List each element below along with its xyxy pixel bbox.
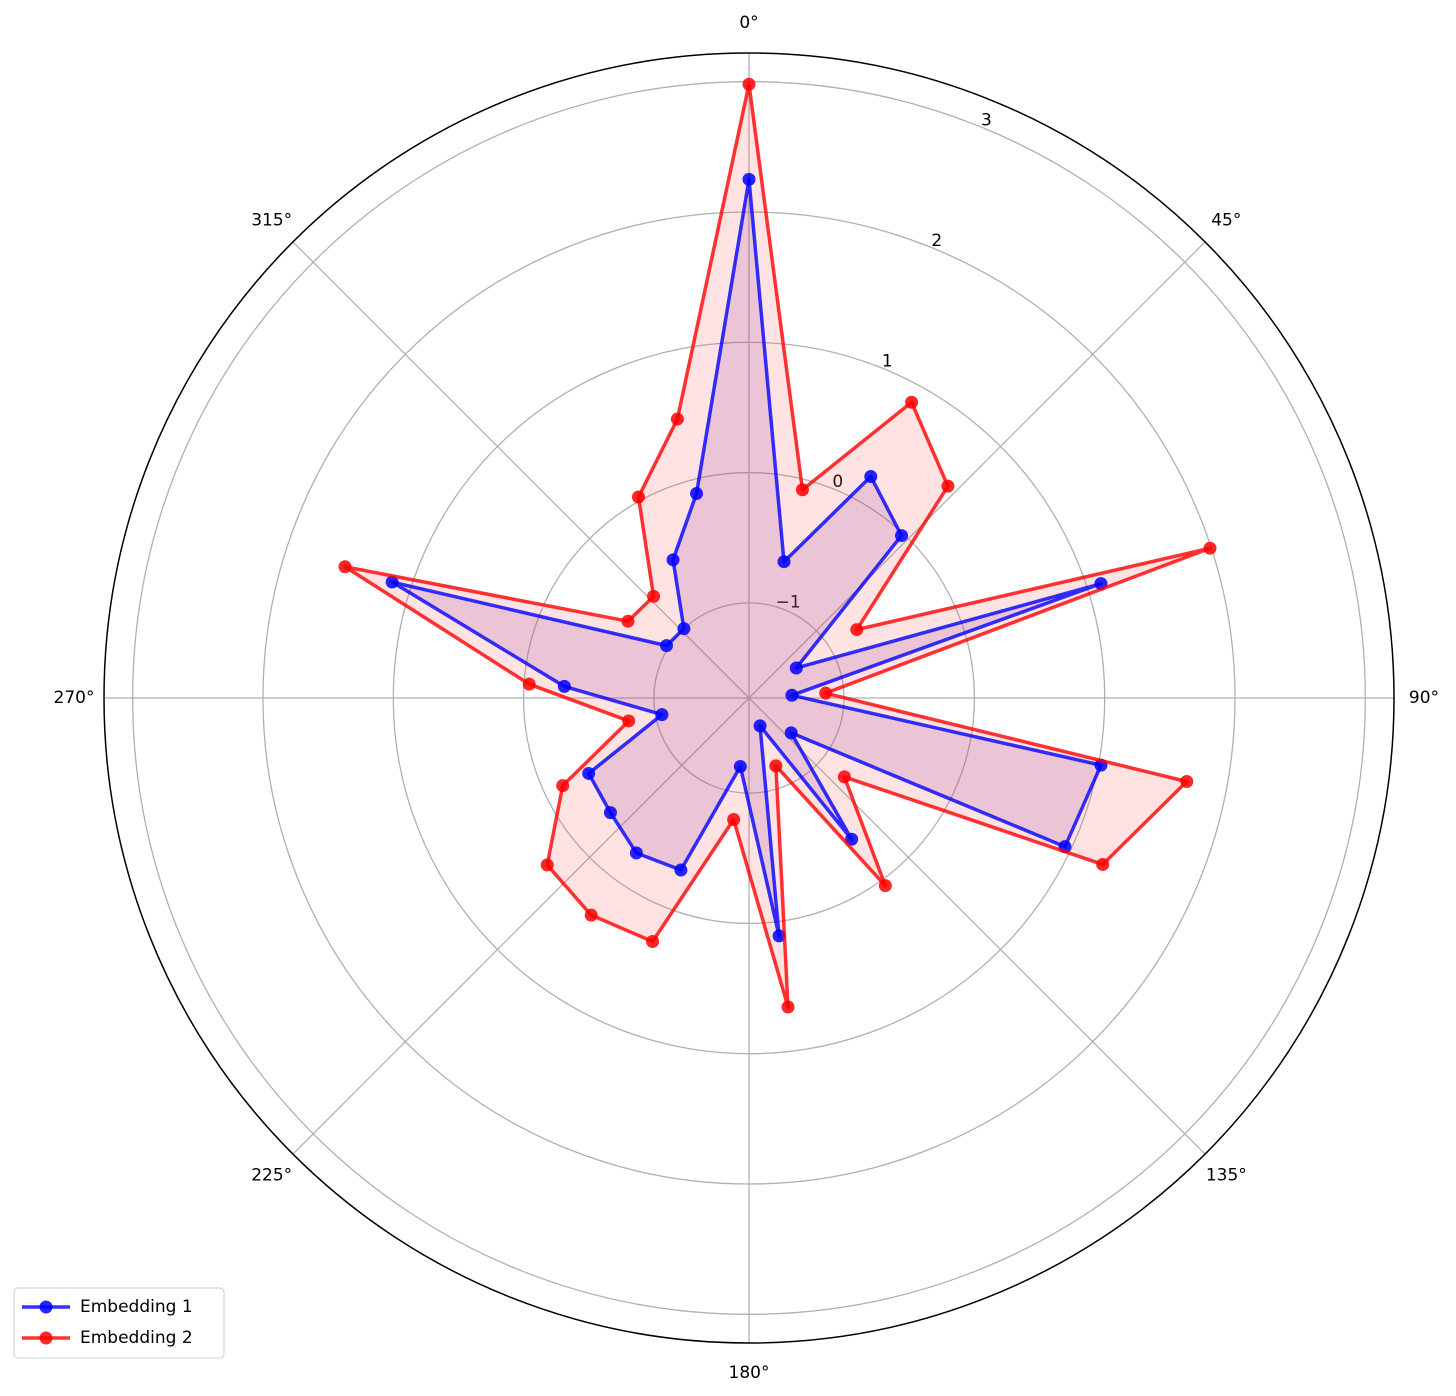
point [785,688,799,702]
point [584,908,598,922]
point [670,412,684,426]
point [941,479,955,493]
x-tick-label: 315° [251,211,292,231]
point [338,560,352,574]
grid-spoke [292,697,750,1155]
point [784,726,798,740]
point [632,490,646,504]
grid-spoke [748,241,1206,699]
legend: Embedding 1 Embedding 2 [13,1287,225,1359]
point [742,77,756,91]
point [646,935,660,949]
point [769,759,783,773]
point [864,469,878,483]
point [522,677,536,691]
point [837,770,851,784]
point [622,714,636,728]
point [733,760,747,774]
y-tick-label: 1 [882,352,893,372]
point [742,172,756,186]
point [621,614,635,628]
point [895,529,909,543]
point [845,832,859,846]
x-tick-label: 180° [729,1363,770,1383]
legend-marker [39,1331,53,1345]
y-tick-label: 3 [981,111,992,131]
x-tick-label: 270° [54,688,95,708]
point [629,846,643,860]
point [647,589,661,603]
y-tick-label: 2 [931,231,942,251]
point [1180,775,1194,789]
point [905,395,919,409]
point [1096,857,1110,871]
legend-label: Embedding 2 [80,1328,193,1348]
x-tick-label: 45° [1211,211,1241,231]
point [777,555,791,569]
point [659,639,673,653]
point [789,661,803,675]
point [878,879,892,893]
point [655,708,669,722]
x-tick-label: 225° [251,1165,292,1185]
grid-ring [392,341,1106,1055]
series-line [343,82,1212,1009]
grid-ring [522,471,976,925]
point [674,863,688,877]
grid-ring [262,211,1236,1185]
point [666,553,680,567]
legend-marker [39,1300,53,1314]
point [540,858,554,872]
point [677,622,691,636]
point [1203,541,1217,555]
plot-border [103,52,1395,1344]
grid-spoke [748,697,1206,1155]
point [385,575,399,589]
series-line [390,177,1103,938]
point [781,1000,795,1014]
point [753,719,767,733]
y-tick-label: −1 [776,593,801,613]
point [727,813,741,827]
x-tick-label: 135° [1206,1165,1247,1185]
point [819,686,833,700]
x-tick-label: 0° [739,13,758,33]
legend-label: Embedding 1 [80,1297,193,1317]
grid-spoke [292,241,750,699]
series-area [345,84,1211,1007]
point [690,487,704,501]
y-tick-label: 0 [832,472,843,492]
point [850,623,864,637]
point [556,779,570,793]
point [557,679,571,693]
point [772,929,786,943]
x-tick-label: 90° [1409,688,1439,708]
point [603,806,617,820]
point [795,483,809,497]
series-area [392,179,1101,936]
point [582,766,596,780]
